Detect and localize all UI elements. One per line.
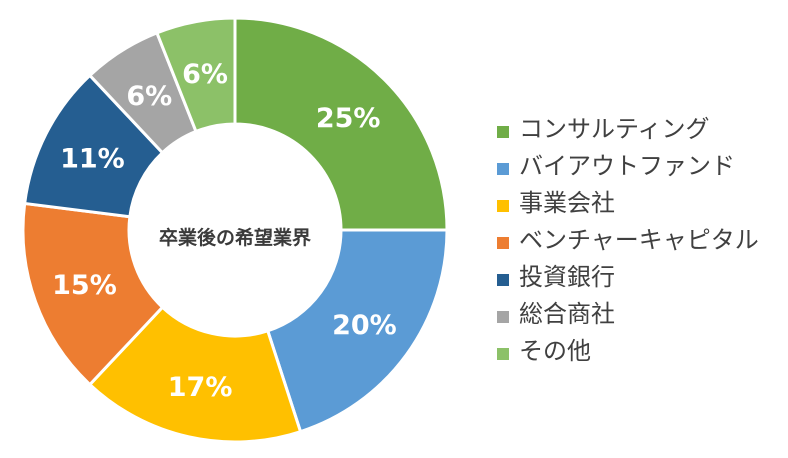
- slice-labels: 25%20%17%15%11%6%6%: [52, 59, 397, 403]
- slice-value-label: 15%: [52, 270, 117, 301]
- slice-value-label: 11%: [60, 143, 125, 174]
- slice-2: [265, 228, 449, 434]
- slice-3: [87, 305, 303, 444]
- legend-item: コンサルティング: [497, 111, 782, 148]
- slice-value-label: 17%: [168, 372, 233, 403]
- legend-swatch: [497, 126, 509, 138]
- legend-swatch: [497, 274, 509, 286]
- donut-slices: [21, 16, 449, 444]
- slice-7: [155, 16, 237, 134]
- legend-swatch: [497, 311, 509, 323]
- legend-label: 事業会社: [519, 189, 615, 217]
- legend-swatch: [497, 163, 509, 175]
- chart-title: 卒業後の希望業界: [159, 226, 311, 249]
- legend-item: 総合商社: [497, 296, 782, 333]
- legend-swatch: [497, 200, 509, 212]
- legend-label: ベンチャーキャピタル: [519, 226, 759, 254]
- legend-item: その他: [497, 333, 782, 370]
- legend-item: 事業会社: [497, 185, 782, 222]
- legend-item: 投資銀行: [497, 259, 782, 296]
- legend-swatch: [497, 237, 509, 249]
- legend-label: その他: [519, 337, 591, 365]
- slice-value-label: 25%: [316, 103, 381, 134]
- legend-item: ベンチャーキャピタル: [497, 222, 782, 259]
- slice-1: [233, 16, 449, 232]
- slice-value-label: 6%: [126, 81, 172, 112]
- legend-item: バイアウトファンド: [497, 148, 782, 185]
- legend-label: 総合商社: [519, 300, 615, 328]
- slice-value-label: 20%: [332, 310, 397, 341]
- legend-swatch: [497, 348, 509, 360]
- legend-label: バイアウトファンド: [519, 152, 735, 180]
- legend: コンサルティング バイアウトファンド 事業会社ベンチャーキャピタル 投資銀行総合商社そ…: [497, 111, 782, 370]
- legend-label: 投資銀行: [519, 263, 615, 291]
- slice-value-label: 6%: [182, 59, 228, 90]
- slice-4: [21, 201, 165, 387]
- legend-label: コンサルティング: [519, 115, 710, 143]
